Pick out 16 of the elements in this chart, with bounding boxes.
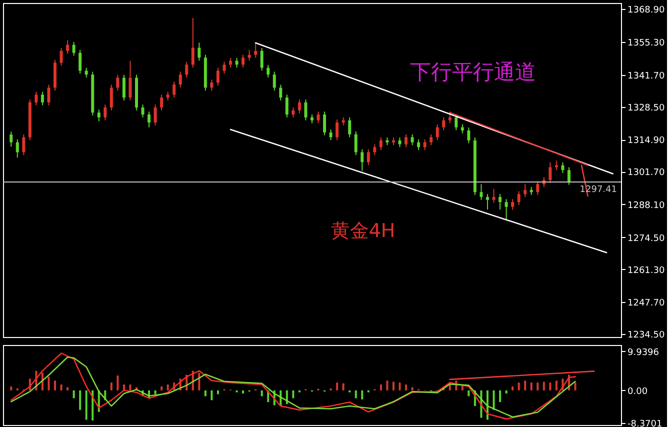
y-tick-label: 1274.50 [628, 234, 665, 244]
y-tick-label: 1288.10 [628, 200, 665, 211]
y-tick-label: 9.9396 [628, 348, 660, 358]
y-tick-label: 1314.90 [628, 136, 665, 146]
y-tick-label: 1234.50 [628, 330, 665, 341]
y-tick-label: 1355.30 [628, 38, 665, 48]
y-tick-label: 0.00 [628, 386, 648, 397]
y-tick-label: 1328.50 [628, 103, 665, 114]
y-tick-label: 1247.70 [628, 298, 665, 309]
y-tick-label: 1261.30 [628, 266, 665, 276]
y-tick-label: -8.3701 [628, 420, 662, 427]
y-tick-label: 1341.70 [628, 71, 665, 82]
annotation: 黄金4H [330, 220, 396, 242]
y-tick-label: 1301.70 [628, 168, 665, 178]
y-tick-label: 1368.90 [628, 6, 665, 16]
annotation: 下行平行通道 [410, 60, 536, 84]
